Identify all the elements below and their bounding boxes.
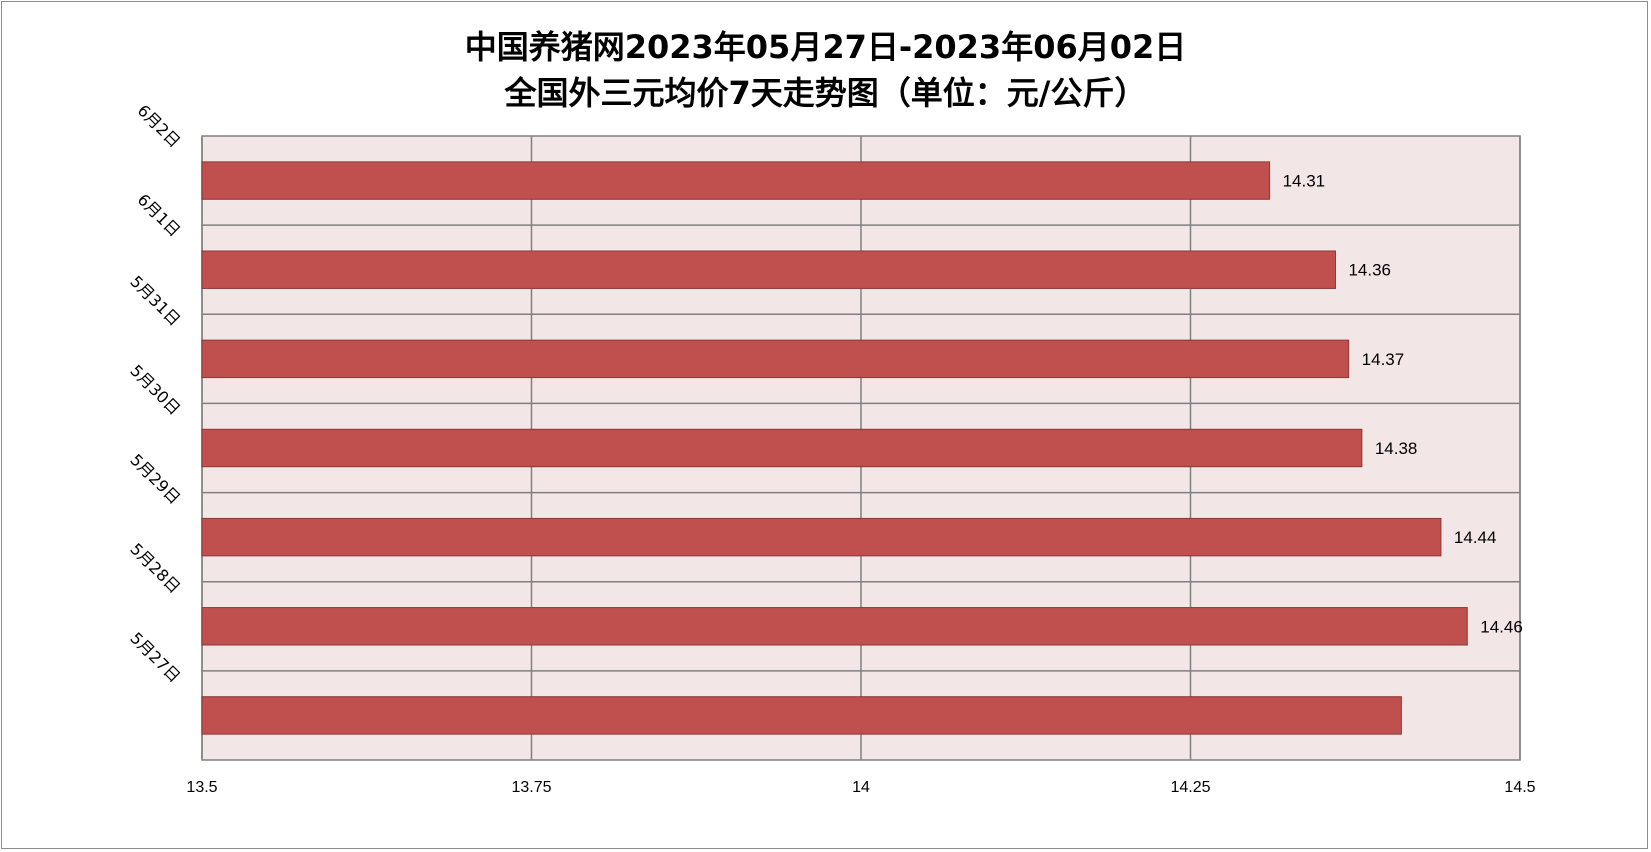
category-label: 5月30日 [126, 361, 184, 419]
data-label: 14.37 [1362, 350, 1405, 369]
bar [201, 607, 1468, 646]
data-label: 14.38 [1375, 439, 1418, 458]
category-label: 5月27日 [126, 629, 184, 687]
data-label: 14.36 [1348, 261, 1391, 280]
data-label: 14.44 [1454, 528, 1497, 547]
category-label: 5月28日 [126, 539, 184, 597]
category-label: 5月29日 [126, 450, 184, 508]
data-label: 14.31 [1283, 172, 1326, 191]
bar [201, 517, 1442, 557]
category-label: 6月2日 [134, 101, 184, 151]
x-tick-label: 14.5 [1504, 779, 1535, 796]
x-axis: 13.5 13.75 14 14.25 14.5 [186, 779, 1535, 796]
x-tick-label: 14 [852, 779, 870, 796]
y-axis: 6月2日 6月1日 5月31日 5月30日 5月29日 5月28日 5月27日 [126, 101, 184, 686]
bar [201, 250, 1336, 289]
data-label: 14.46 [1480, 617, 1523, 636]
bars [201, 161, 1468, 735]
x-tick-label: 13.75 [511, 779, 551, 796]
x-tick-label: 13.5 [186, 779, 217, 796]
bar [201, 339, 1350, 379]
category-label: 6月1日 [134, 190, 184, 240]
category-label: 5月31日 [126, 272, 184, 330]
data-labels: 14.31 14.36 14.37 14.38 14.44 14.46 [1283, 172, 1523, 637]
chart-title: 中国养猪网2023年05月27日-2023年06月02日 [464, 28, 1187, 66]
bar [201, 161, 1271, 200]
bar [201, 696, 1402, 735]
x-tick-label: 14.25 [1170, 779, 1210, 796]
bar [201, 428, 1363, 468]
chart-subtitle: 全国外三元均价7天走势图（单位：元/公斤） [504, 74, 1147, 112]
gridlines [201, 136, 1521, 760]
